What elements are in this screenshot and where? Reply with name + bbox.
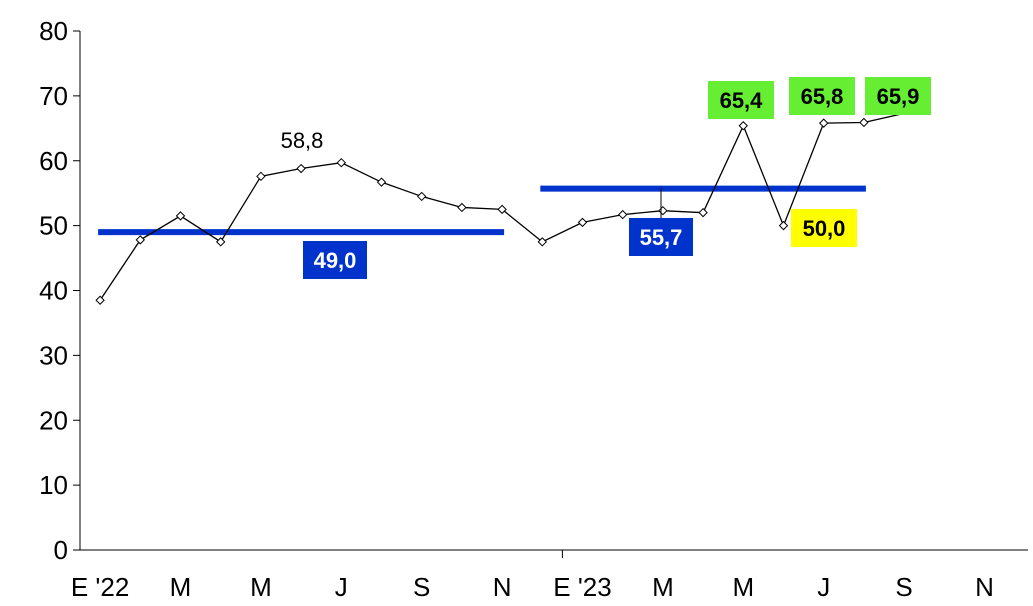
- x-tick-label: M: [170, 572, 192, 602]
- data-point: [859, 117, 869, 128]
- average-label-box: [629, 218, 693, 256]
- data-point: [416, 191, 427, 202]
- average-label: 49,0: [314, 248, 357, 273]
- data-label: 65,4: [720, 88, 764, 113]
- data-point: [497, 204, 507, 215]
- y-tick-label: 0: [54, 535, 68, 565]
- data-label: 65,9: [877, 84, 920, 109]
- data-label-box: [865, 77, 931, 115]
- data-point: [336, 157, 347, 168]
- data-point: [296, 163, 306, 174]
- x-tick-label: S: [413, 572, 430, 602]
- series-group: [95, 112, 905, 305]
- data-point: [376, 177, 387, 187]
- reference-lines: [98, 185, 866, 236]
- data-point: [658, 205, 668, 216]
- x-tick-label: S: [895, 572, 912, 602]
- y-tick-label: 60: [39, 146, 68, 176]
- axes: 0 10 20 30 40 50 60 70 80 E '22 M M J S N E '23 M M J S N: [39, 16, 1028, 602]
- y-tick-label: 30: [39, 340, 68, 370]
- data-point: [175, 211, 186, 221]
- x-tick-label: M: [250, 572, 272, 602]
- y-tick-label: 70: [39, 81, 68, 111]
- x-tick-label: E '22: [71, 572, 129, 602]
- x-tick-label: M: [652, 572, 674, 602]
- x-tick-label: N: [493, 572, 512, 602]
- data-point: [617, 209, 628, 220]
- annotation-group: 49,0 55,7 58,8 65,4 65,8 65,9 50,0: [281, 77, 931, 279]
- x-tick-label: J: [817, 572, 830, 602]
- data-point: [95, 295, 105, 305]
- y-tick-label: 20: [39, 405, 68, 435]
- data-point: [537, 237, 548, 247]
- data-point: [698, 207, 708, 218]
- x-tick-label: N: [975, 572, 994, 602]
- data-point: [215, 237, 226, 247]
- data-label: 58,8: [281, 128, 324, 153]
- data-point: [135, 235, 146, 245]
- data-point: [738, 121, 749, 131]
- y-tick-label: 50: [39, 211, 68, 241]
- average-label-box: [303, 241, 367, 279]
- data-label-box: [708, 81, 774, 119]
- data-label: 50,0: [803, 216, 846, 241]
- x-tick-label: J: [335, 572, 348, 602]
- y-tick-label: 10: [39, 470, 68, 500]
- data-point: [577, 217, 588, 228]
- x-tick-label: E '23: [553, 572, 611, 602]
- data-label-box: [789, 77, 855, 115]
- average-label: 55,7: [640, 225, 683, 250]
- y-tick-label: 80: [39, 16, 68, 46]
- data-label-box: [791, 209, 857, 247]
- x-tick-label: M: [732, 572, 754, 602]
- data-point: [818, 118, 829, 128]
- data-label: 65,8: [801, 84, 844, 109]
- y-tick-label: 40: [39, 276, 68, 306]
- data-point: [256, 171, 266, 182]
- data-point: [778, 220, 789, 231]
- data-point: [457, 202, 467, 213]
